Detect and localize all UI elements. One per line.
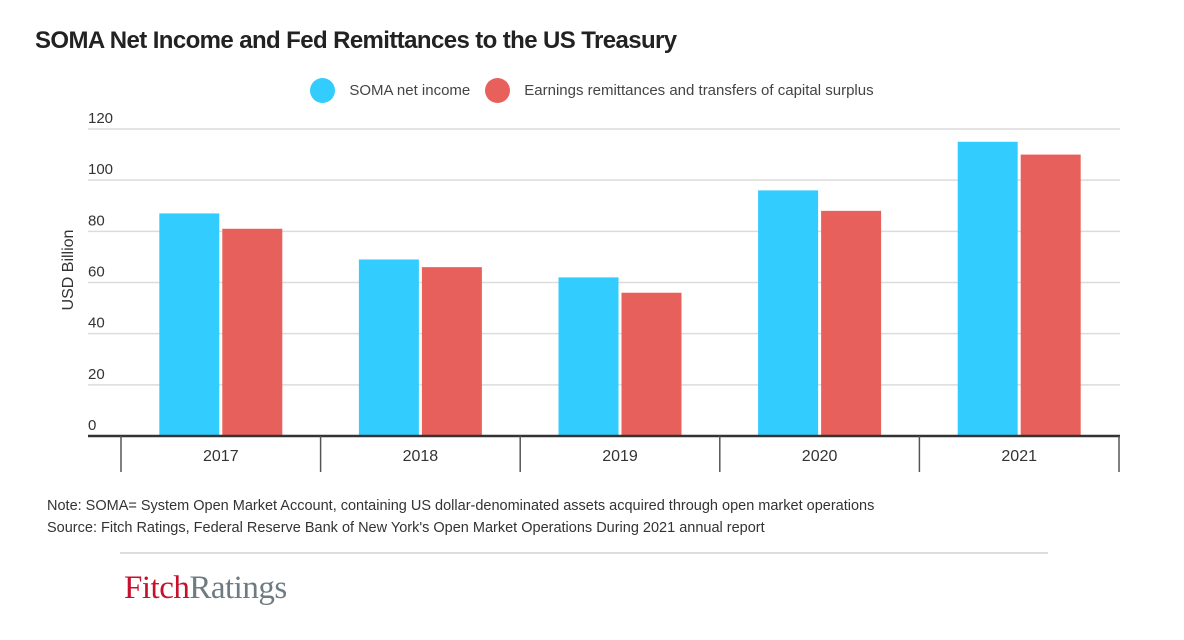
x-tick-label-2018: 2018 (403, 448, 439, 465)
bar-2021-remittances (1020, 154, 1081, 437)
legend-label-remittances: Earnings remittances and transfers of ca… (524, 82, 874, 99)
x-tick-label-2021: 2021 (1001, 448, 1037, 465)
x-tick-label-2019: 2019 (602, 448, 638, 465)
y-tick-label: 60 (88, 264, 105, 281)
x-tick-label-2020: 2020 (802, 448, 838, 465)
y-tick-label: 100 (88, 161, 113, 178)
legend-swatch-remittances (485, 78, 511, 103)
bars (159, 141, 1081, 437)
y-tick-label: 120 (88, 110, 113, 127)
y-tick-label: 20 (88, 366, 105, 383)
y-axis-label: USD Billion (60, 230, 77, 311)
note-text: Note: SOMA= System Open Market Account, … (47, 498, 875, 514)
footer-notes: Note: SOMA= System Open Market Account, … (47, 495, 874, 539)
y-tick-label: 80 (88, 212, 105, 229)
footer-divider (120, 552, 1048, 554)
bar-2019-soma-net-income (558, 277, 619, 436)
x-axis: 2017 2018 2019 2020 2021 (88, 434, 1120, 472)
bar-2018-soma-net-income (358, 259, 419, 436)
legend-label-soma: SOMA net income (349, 82, 471, 99)
legend-swatch-soma (310, 78, 336, 103)
y-tick-labels: 0 20 40 60 80 100 120 (88, 110, 113, 434)
bar-2017-remittances (222, 228, 283, 436)
source-text: Source: Fitch Ratings, Federal Reserve B… (47, 520, 765, 536)
logo-ratings: Ratings (189, 570, 287, 606)
y-tick-label: 40 (88, 315, 105, 332)
chart-title: SOMA Net Income and Fed Remittances to t… (35, 27, 677, 54)
chart-plot: 0 20 40 60 80 100 120 USD Billion 2017 2018 2019… (60, 110, 1120, 472)
legend: SOMA net income Earnings remittances and… (0, 78, 1184, 103)
bar-2020-soma-net-income (758, 190, 819, 436)
legend-item-soma-net-income: SOMA net income (310, 78, 470, 103)
y-tick-label: 0 (88, 417, 96, 434)
bar-2020-remittances (821, 210, 882, 436)
bar-2018-remittances (421, 267, 482, 436)
logo-fitch: Fitch (124, 570, 190, 606)
fitch-ratings-logo: FitchRatings (124, 570, 287, 607)
bar-2021-soma-net-income (957, 141, 1018, 436)
bar-2019-remittances (621, 292, 682, 436)
x-tick-label-2017: 2017 (203, 448, 239, 465)
bar-2017-soma-net-income (159, 213, 220, 436)
legend-item-remittances: Earnings remittances and transfers of ca… (485, 78, 874, 103)
